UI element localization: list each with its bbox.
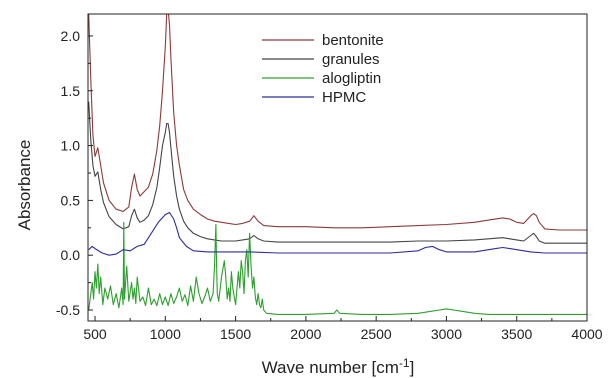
x-tick-label: 500	[83, 326, 107, 342]
series-line-alogliptin	[88, 221, 587, 315]
x-tick-label: 1000	[150, 326, 181, 342]
x-axis-title-main: Wave number [cm	[262, 358, 399, 377]
legend-label: bentonite	[322, 32, 384, 49]
y-tick-label: 0.0	[61, 247, 81, 263]
series-line-granules	[88, 101, 587, 244]
y-axis-title: Absorbance	[15, 140, 34, 231]
x-tick-label: 2000	[290, 326, 321, 342]
x-axis-title: Wave number [cm-1]	[262, 356, 415, 377]
plot-frame	[87, 13, 588, 322]
x-tick-label: 3000	[431, 326, 462, 342]
y-tick-label: 1.0	[61, 138, 81, 154]
y-tick-label: 0.5	[61, 192, 81, 208]
x-axis-title-superscript: -1	[399, 356, 410, 370]
y-tick-label: 2.0	[61, 28, 81, 44]
y-tick-label: -0.5	[56, 302, 80, 318]
legend-label: HPMC	[322, 89, 366, 106]
axes-layer: 500 1000 1500 2000 2500 3000 3500 4000 -0.5 0.0 0.…	[56, 13, 603, 342]
y-tick-label: 1.5	[61, 83, 81, 99]
x-axis-title-suffix: ]	[410, 358, 415, 377]
legend-label: alogliptin	[322, 70, 381, 87]
legend-item-bentonite: bentonite	[262, 32, 384, 49]
x-tick-label: 3500	[501, 326, 532, 342]
legend: bentonite granules alogliptin HPMC	[262, 32, 384, 106]
x-tick-label: 4000	[571, 326, 602, 342]
legend-label: granules	[322, 51, 380, 68]
legend-item-alogliptin: alogliptin	[262, 70, 381, 87]
series-layer	[88, 14, 587, 315]
legend-item-granules: granules	[262, 51, 380, 68]
x-tick-label: 1500	[220, 326, 251, 342]
x-tick-label: 2500	[361, 326, 392, 342]
legend-item-hpmc: HPMC	[262, 89, 366, 106]
series-line-hpmc	[88, 211, 587, 256]
series-line-bentonite	[88, 14, 587, 231]
